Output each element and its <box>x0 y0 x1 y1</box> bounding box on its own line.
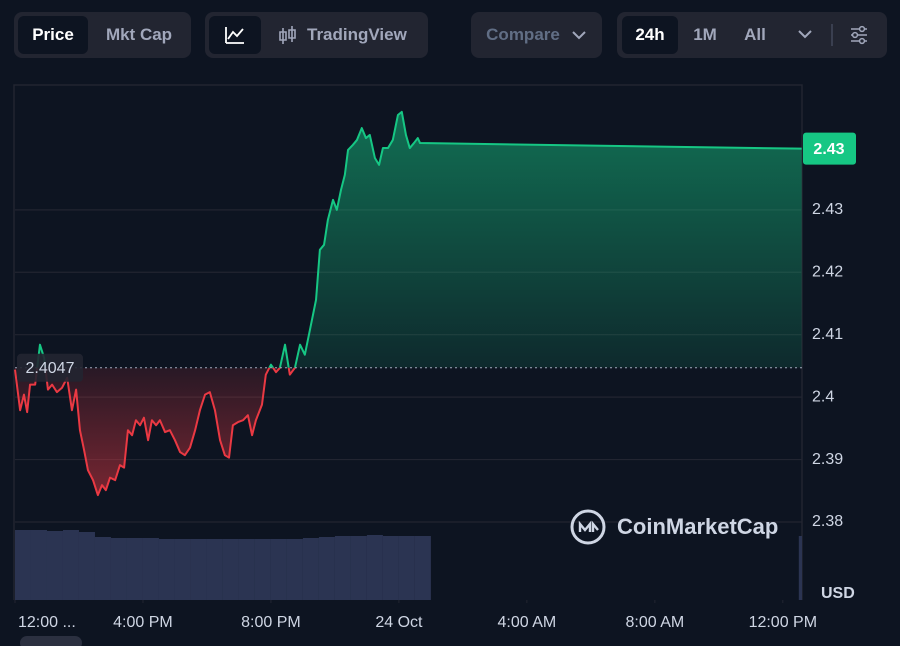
line-down <box>14 367 296 497</box>
tradingview-button[interactable]: TradingView <box>269 16 425 54</box>
price-button[interactable]: Price <box>18 16 88 54</box>
volume-bar <box>414 536 431 600</box>
volume-bar <box>174 539 191 600</box>
baseline-tag <box>17 353 83 382</box>
volume-bar <box>798 536 802 600</box>
volume-bar <box>126 538 143 600</box>
area-down <box>15 367 802 496</box>
y-tick-label: 2.42 <box>812 263 843 280</box>
volume-bar <box>190 539 207 600</box>
chevron <box>572 31 586 40</box>
baseline-label: 2.4047 <box>26 360 75 377</box>
x-tick-label: 4:00 PM <box>113 614 173 631</box>
y-tick-label: 2.39 <box>812 451 843 468</box>
x-tick-label: 24 Oct <box>375 614 423 631</box>
watermark-text: CoinMarketCap <box>617 514 778 539</box>
range-24h[interactable]: 24h <box>622 16 678 54</box>
price-label: 2.43 <box>813 141 844 158</box>
volume-bar <box>302 538 319 600</box>
volume-bar <box>158 539 175 600</box>
volume-bar <box>366 535 383 600</box>
mkt-cap-button[interactable]: Mkt Cap <box>105 25 173 44</box>
view-switch: TradingView <box>205 12 428 58</box>
range-1m[interactable]: 1M <box>693 25 717 44</box>
volume-bar <box>270 539 287 600</box>
y-tick-label: 2.43 <box>812 201 843 218</box>
range-all[interactable]: All <box>744 25 766 44</box>
volume-bar <box>222 539 239 600</box>
y-tick-label: 2.38 <box>812 513 843 530</box>
range-switch: 24h 1M All <box>617 12 887 58</box>
line-view-button[interactable] <box>209 16 261 54</box>
volume-bar <box>15 530 31 600</box>
x-tick-label: 12:00 PM <box>749 614 817 631</box>
volume-bar <box>398 536 415 600</box>
volume-bar <box>254 539 271 600</box>
y-tick-label: 2.41 <box>812 326 843 343</box>
volume-bar <box>78 532 95 600</box>
volume-bar <box>46 531 63 600</box>
volume-bar <box>206 539 223 600</box>
price-tag <box>803 132 856 165</box>
x-tick-label: 8:00 AM <box>625 614 684 631</box>
volume-bar <box>286 539 303 600</box>
watermark: CoinMarketCap <box>570 509 778 545</box>
line-up <box>36 110 802 368</box>
volume-bar <box>334 536 351 600</box>
volume-bar <box>318 537 335 600</box>
volume-bar <box>350 536 367 600</box>
x-tick-label: 8:00 PM <box>241 614 301 631</box>
candle-icon <box>279 26 296 44</box>
area-up <box>37 111 802 368</box>
volume-bar <box>382 536 399 600</box>
line-icon <box>225 27 244 44</box>
x-tick-label: 4:00 AM <box>498 614 557 631</box>
volume-bar <box>30 530 47 600</box>
volume-bar <box>142 538 159 600</box>
scrollbar <box>20 636 82 646</box>
volume-bar <box>110 538 127 600</box>
y-tick-label: 2.4 <box>812 388 834 405</box>
plot-frame <box>13 84 803 600</box>
currency-label: USD <box>821 585 855 602</box>
x-tick-label: 12:00 ... <box>18 614 76 631</box>
metric-switch: Price Mkt Cap <box>14 12 191 58</box>
compare-button[interactable]: Compare <box>471 12 602 58</box>
tradingview-label: TradingView <box>307 25 407 44</box>
range-icons <box>798 24 867 46</box>
volume-bar <box>62 530 79 600</box>
volume-bar <box>238 539 255 600</box>
compare-label: Compare <box>486 25 560 44</box>
volume-bar <box>94 537 111 600</box>
